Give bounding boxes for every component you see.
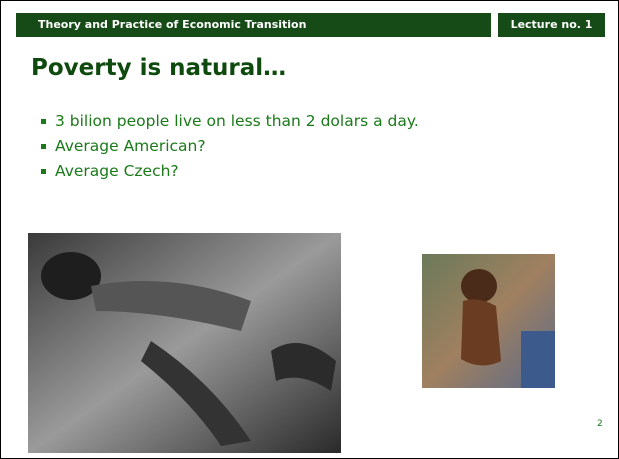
photos <box>1 1 618 458</box>
photo-right <box>422 254 555 388</box>
slide: Theory and Practice of Economic Transiti… <box>0 0 619 459</box>
page-number: 2 <box>597 419 603 429</box>
photo-left <box>28 233 341 453</box>
